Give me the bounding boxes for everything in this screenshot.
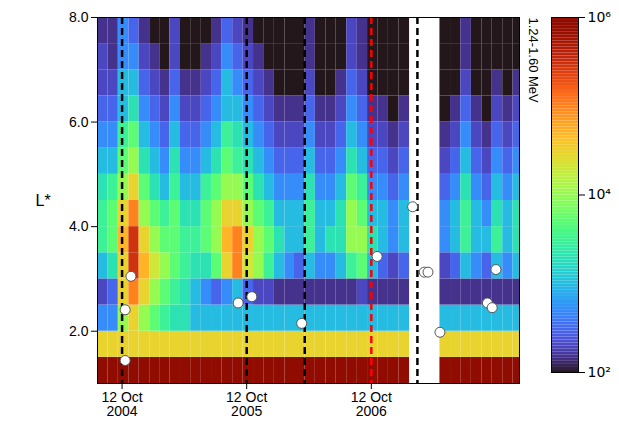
svg-text:12 Oct2004: 12 Oct2004 [101, 389, 142, 419]
svg-text:1.24-1.60 MeV: 1.24-1.60 MeV [526, 18, 541, 104]
svg-text:10²: 10² [588, 364, 611, 380]
svg-text:2.0: 2.0 [69, 323, 89, 339]
svg-text:L*: L* [36, 192, 51, 209]
svg-text:10⁶: 10⁶ [588, 9, 612, 25]
svg-text:12 Oct2006: 12 Oct2006 [351, 389, 392, 419]
svg-text:10⁴: 10⁴ [588, 186, 612, 202]
svg-text:8.0: 8.0 [69, 9, 89, 25]
svg-text:12 Oct2005: 12 Oct2005 [226, 389, 267, 419]
svg-text:6.0: 6.0 [69, 114, 89, 130]
svg-text:4.0: 4.0 [69, 218, 89, 234]
